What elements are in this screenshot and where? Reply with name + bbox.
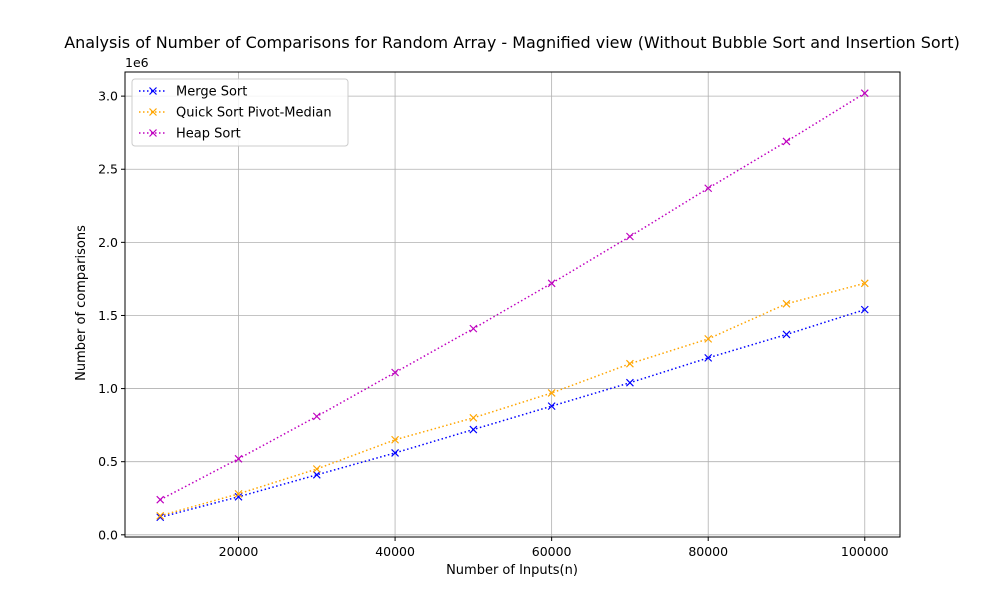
x-tick-label: 60000 [532, 544, 572, 559]
x-axis-ticks: 20000 40000 60000 80000 100000 [219, 537, 889, 559]
x-tick-label: 40000 [375, 544, 415, 559]
data-point-marker [547, 279, 556, 288]
y-tick-label: 0.0 [98, 527, 118, 542]
data-point-marker [156, 513, 165, 522]
legend-label: Heap Sort [176, 127, 241, 142]
series-line [160, 282, 865, 517]
y-tick-label: 3.0 [98, 89, 118, 104]
data-point-marker [234, 454, 243, 463]
data-point-marker [312, 412, 321, 421]
data-point-marker [782, 299, 791, 308]
x-tick-label: 80000 [688, 544, 728, 559]
data-point-marker [625, 359, 634, 368]
legend-item: Heap Sort [139, 127, 241, 142]
data-point-marker [704, 353, 713, 362]
legend-marker [149, 108, 157, 116]
y-tick-label: 2.0 [98, 235, 118, 250]
data-point-marker [312, 465, 321, 473]
series-heap-sort [156, 89, 869, 504]
y-tick-label: 1.0 [98, 381, 118, 396]
data-point-marker [391, 448, 400, 457]
chart-title: Analysis of Number of Comparisons for Ra… [64, 33, 960, 52]
data-point-marker [234, 492, 243, 501]
data-point-marker [234, 489, 243, 498]
legend-label: Merge Sort [176, 85, 247, 100]
data-point-marker [860, 305, 869, 314]
y-axis-ticks: 0.0 0.5 1.0 1.5 2.0 2.5 3.0 [98, 89, 125, 542]
data-point-marker [704, 334, 713, 343]
y-tick-label: 0.5 [98, 454, 118, 469]
data-point-marker [782, 330, 791, 339]
data-point-marker [704, 184, 713, 193]
data-point-marker [860, 279, 869, 288]
series-line [159, 92, 866, 501]
data-point-marker [547, 402, 556, 411]
series-lines [156, 89, 869, 522]
legend: Merge Sort Quick Sort Pivot-Median Heap So… [131, 78, 349, 147]
legend-label: Quick Sort Pivot-Median [176, 106, 332, 121]
data-point-marker [156, 511, 165, 520]
y-tick-label: 2.5 [98, 162, 118, 177]
legend-marker [149, 129, 157, 137]
legend-item: Quick Sort Pivot-Median [139, 106, 332, 121]
data-point-marker [547, 389, 556, 397]
y-axis-title: Number of comparisons [74, 225, 89, 381]
data-point-marker [469, 425, 478, 434]
data-point-marker [469, 324, 478, 333]
series-line [160, 308, 865, 518]
plot-area-frame [124, 71, 901, 538]
legend-item: Merge Sort [139, 85, 247, 100]
data-point-marker [469, 413, 478, 422]
x-tick-label: 20000 [219, 544, 259, 559]
y-axis-offset-label: 1e6 [125, 55, 149, 70]
data-point-marker [782, 137, 791, 146]
data-point-marker [391, 368, 400, 377]
x-tick-label: 100000 [841, 544, 889, 559]
data-point-marker [860, 89, 869, 98]
y-tick-label: 1.5 [98, 308, 118, 323]
data-point-marker [625, 232, 634, 241]
data-point-marker [156, 495, 165, 504]
series-quick-sort-pivot-median [156, 279, 869, 520]
series-merge-sort [156, 305, 869, 522]
x-axis-title: Number of Inputs(n) [446, 563, 578, 578]
data-point-marker [312, 470, 321, 479]
data-point-marker [625, 378, 634, 387]
data-point-marker [391, 435, 400, 444]
legend-marker [149, 87, 157, 95]
legend-box [131, 78, 349, 147]
